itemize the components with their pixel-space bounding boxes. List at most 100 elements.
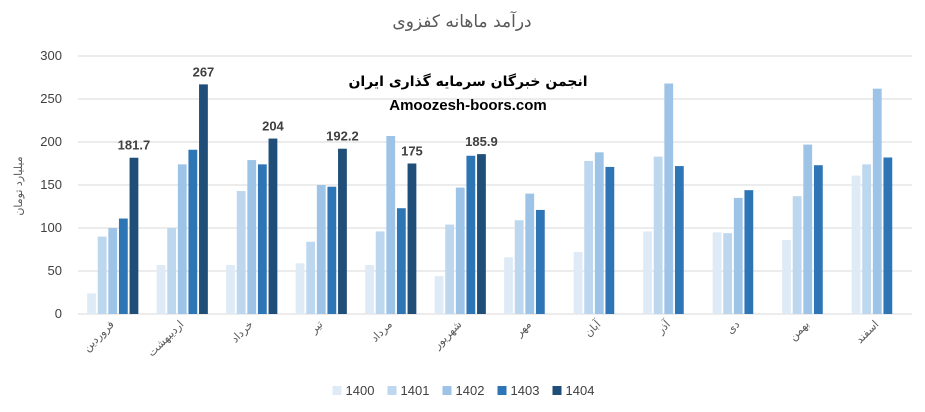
data-label: 192.2 xyxy=(326,129,359,144)
legend-swatch xyxy=(387,386,397,395)
x-tick-label: مرداد xyxy=(368,318,395,345)
legend-label: 1400 xyxy=(346,383,375,398)
y-tick-label: 300 xyxy=(40,48,62,63)
bar-1403 xyxy=(188,149,198,314)
watermark-line2: Amoozesh-boors.com xyxy=(389,97,547,114)
bar-1402 xyxy=(594,152,604,314)
bar-1404 xyxy=(407,163,417,314)
x-tick-label: خرداد xyxy=(228,318,255,345)
bar-1403 xyxy=(466,155,476,314)
y-tick-label: 0 xyxy=(55,306,62,321)
bar-1400 xyxy=(712,232,722,314)
bar-1400 xyxy=(504,257,513,314)
x-tick-label: شهریور xyxy=(430,318,464,352)
gridlines xyxy=(78,55,912,315)
y-tick-label: 150 xyxy=(40,177,62,192)
bar-1400 xyxy=(156,264,166,314)
bar-1401 xyxy=(167,228,177,314)
bar-1402 xyxy=(455,187,465,314)
bar-1404 xyxy=(477,154,486,314)
legend-label: 1403 xyxy=(511,383,540,398)
bar-1404 xyxy=(129,157,139,314)
bar-1400 xyxy=(295,263,305,314)
bar-1401 xyxy=(97,236,107,314)
y-axis-label: میلیارد تومان xyxy=(12,156,25,215)
chart-title: درآمد ماهانه کفزوی xyxy=(392,10,531,32)
y-tick-label: 250 xyxy=(40,91,62,106)
legend-swatch xyxy=(442,386,452,395)
y-tick-label: 50 xyxy=(48,263,62,278)
bar-1404 xyxy=(268,138,278,314)
x-tick-label: دی xyxy=(724,318,743,337)
bar-1402 xyxy=(177,164,187,314)
bar-1403 xyxy=(396,208,406,314)
bar-1404 xyxy=(338,148,347,314)
bar-1400 xyxy=(434,276,444,314)
legend: 1400 1401 1402 1403 1404 xyxy=(332,383,595,398)
bar-1401 xyxy=(792,196,802,314)
bar-1401 xyxy=(723,233,733,314)
legend-swatch xyxy=(332,386,342,395)
data-label: 267 xyxy=(193,64,215,79)
bar-1400 xyxy=(782,240,791,314)
bar-1403 xyxy=(744,190,754,314)
x-tick-label: بهمن xyxy=(787,318,812,343)
bar-1402 xyxy=(316,185,326,314)
x-tick-label: آبان xyxy=(581,317,604,340)
bar-1403 xyxy=(813,165,823,314)
bar-1402 xyxy=(872,88,882,315)
x-tick-label: تیر xyxy=(307,318,326,337)
bar-1401 xyxy=(445,224,455,314)
bar-1400 xyxy=(851,175,861,314)
bar-1401 xyxy=(653,156,663,314)
y-tick-label: 100 xyxy=(40,220,62,235)
bar-1402 xyxy=(733,197,743,314)
data-label: 185.9 xyxy=(465,134,498,149)
bar-1400 xyxy=(573,252,583,314)
x-axis-ticks: فروردین اردیبهشت خرداد تیر مرداد شهریور مهر آبا… xyxy=(81,317,882,360)
bar-1400 xyxy=(365,264,374,314)
bar-1402 xyxy=(247,160,257,314)
bar-1402 xyxy=(525,193,535,314)
bar-1402 xyxy=(803,144,813,314)
x-tick-label: مهر xyxy=(512,318,534,340)
data-labels: 181.7 267 204 192.2 175 185.9 xyxy=(118,64,498,158)
bar-1403 xyxy=(257,164,267,314)
data-label: 175 xyxy=(401,144,423,159)
x-tick-label: اسفند xyxy=(853,318,881,346)
bar-1402 xyxy=(386,135,396,314)
watermark-line1: انجمن خبرگان سرمایه گذاری ایران xyxy=(348,73,587,90)
x-tick-label: فروردین xyxy=(81,318,117,354)
bar-1400 xyxy=(87,293,96,314)
data-label: 204 xyxy=(262,119,284,134)
bar-1400 xyxy=(643,231,652,314)
bar-1402 xyxy=(664,83,674,315)
bars xyxy=(87,83,893,315)
bar-1400 xyxy=(226,264,235,314)
bar-1401 xyxy=(306,241,316,314)
bar-1403 xyxy=(327,186,337,314)
data-label: 181.7 xyxy=(118,138,151,153)
x-tick-label: آذر xyxy=(653,317,674,338)
bar-1403 xyxy=(605,166,615,314)
bar-1402 xyxy=(108,228,118,314)
legend-swatch xyxy=(497,386,507,395)
bar-1404 xyxy=(199,84,208,314)
y-tick-label: 200 xyxy=(40,134,62,149)
bar-1401 xyxy=(375,231,385,314)
bar-1401 xyxy=(584,160,594,314)
y-axis-ticks: 0 50 100 150 200 250 300 xyxy=(40,48,62,321)
legend-label: 1401 xyxy=(401,383,430,398)
legend-label: 1402 xyxy=(456,383,485,398)
bar-1403 xyxy=(674,166,684,314)
legend-swatch xyxy=(552,386,562,395)
bar-1401 xyxy=(236,191,246,314)
bar-1403 xyxy=(118,218,128,314)
bar-1403 xyxy=(535,209,545,314)
legend-label: 1404 xyxy=(566,383,595,398)
bar-1401 xyxy=(862,164,872,314)
bar-1401 xyxy=(514,220,524,314)
x-tick-label: اردیبهشت xyxy=(145,318,186,359)
bar-1403 xyxy=(883,157,893,314)
